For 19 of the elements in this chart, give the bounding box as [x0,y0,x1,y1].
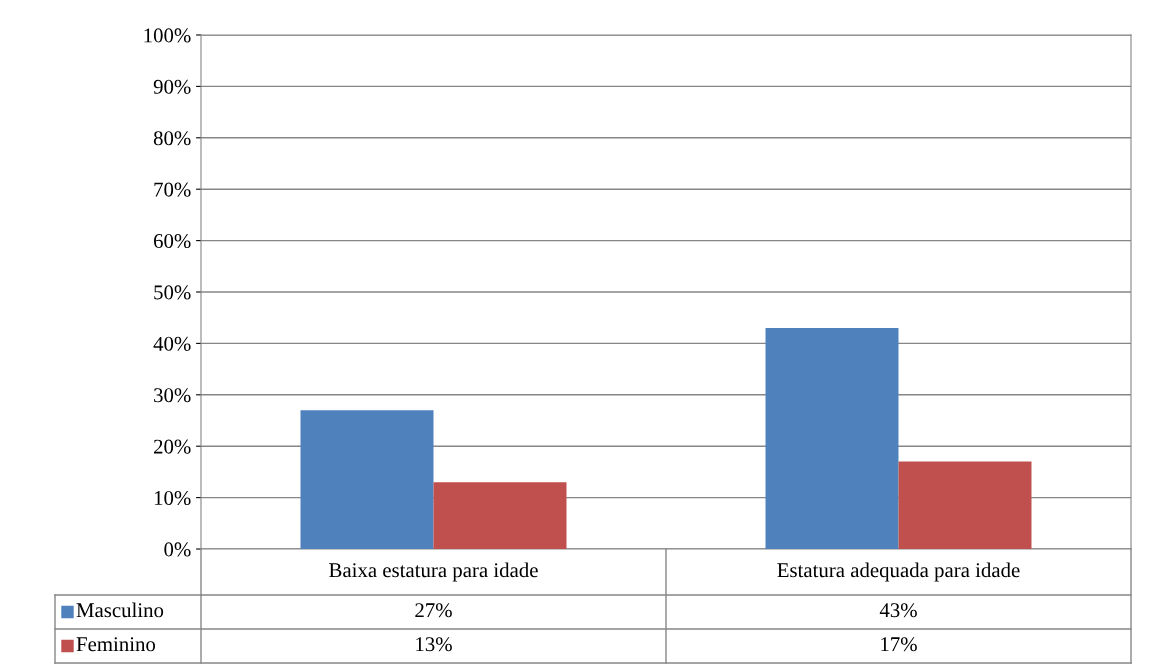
y-tick-label: 0% [164,542,191,557]
x-tick-label: Baixa estatura para idade [329,562,538,582]
y-tick-label: 100% [144,28,191,43]
y-tick-label: 90% [153,79,191,94]
data-label: 43% [879,603,917,618]
y-tick-label: 30% [154,388,191,403]
y-tick-label: 60% [153,233,191,249]
y-tick-label: 50% [154,285,191,300]
y-tick-label: 20% [154,439,191,454]
legend-label: Masculino [76,602,164,618]
y-tick-label: 70% [154,182,191,197]
data-label: 17% [881,637,917,652]
legend-label: Feminino [76,637,156,652]
x-tick-label: Estatura adequada para idade [777,562,1020,582]
y-tick-label: 40% [153,336,191,351]
y-tick-label: 80% [153,131,191,146]
data-label: 27% [415,603,452,618]
y-tick-label: 10% [154,490,191,506]
data-label: 13% [416,637,452,652]
